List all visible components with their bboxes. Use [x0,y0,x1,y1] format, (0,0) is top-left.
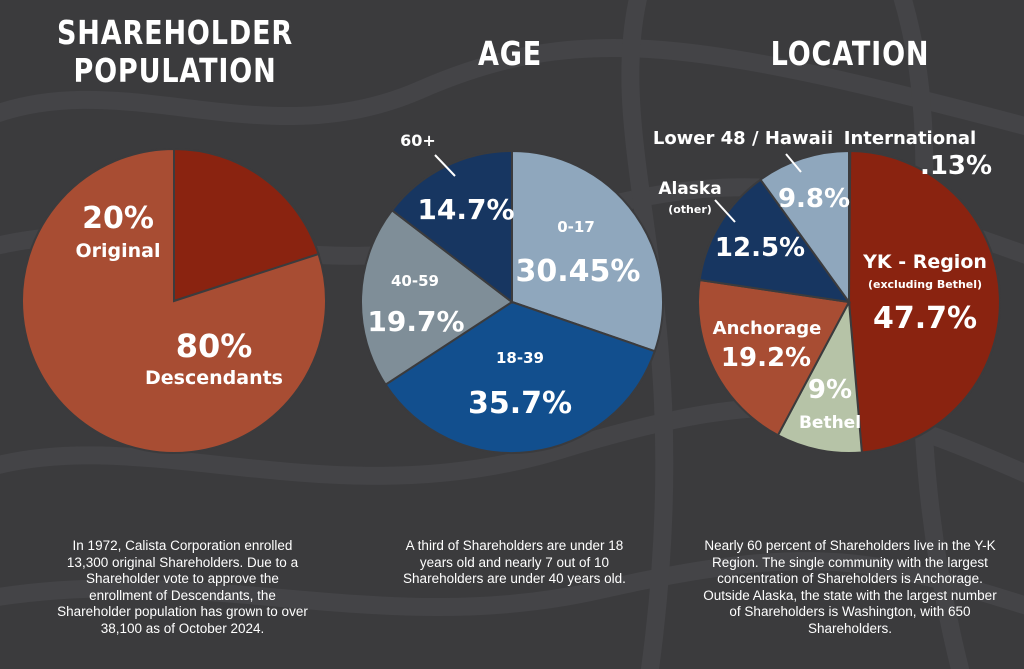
slice-18-39-label: 18-39 [496,349,544,367]
slice-alaska-callout [714,199,736,223]
population-title-line2: POPULATION [73,51,277,90]
slice-yk-label: YK - Region [862,251,987,273]
slice-descendants-label: Descendants [145,367,283,389]
slice-bethel-value: 9% [808,375,852,405]
age-labels: 0-17 30.45% 18-39 35.7% 40-59 19.7% 14.7… [367,131,640,421]
slice-international-value: .13% [920,151,992,181]
population-caption: In 1972, Calista Corporation enrolled 13… [57,538,308,636]
location-title: LOCATION [770,34,930,73]
location-slice-alaska [698,178,852,304]
location-slice-lower-48-hawaii [759,149,850,306]
slice-60plus-callout [434,154,456,177]
age-title: AGE [477,34,543,73]
population-title: SHAREHOLDER POPULATION [56,14,294,90]
slice-lower48-value: 9.8% [778,184,850,214]
slice-alaska-sublabel: (other) [668,203,712,216]
age-caption: A third of Shareholders are under 18 yea… [403,538,626,586]
population-pie [21,147,327,454]
slice-40-59-value: 19.7% [367,305,464,338]
location-slice-anchorage [697,278,851,437]
slice-alaska-label: Alaska [658,179,721,199]
age-slice-0-17 [511,149,665,353]
slice-alaska-value: 12.5% [715,233,805,263]
slice-60plus-label: 60+ [400,131,436,150]
slice-lower48-label: Lower 48 / Hawaii [653,128,833,149]
age-slice-18-39 [384,300,657,454]
slice-descendants-value: 80% [176,327,253,365]
slice-lower48-callout [785,153,802,173]
age-pie [359,149,665,454]
slice-yk-value: 47.7% [873,301,977,336]
slice-40-59-label: 40-59 [391,272,439,290]
slice-0-17-label: 0-17 [557,218,595,236]
location-caption: Nearly 60 percent of Shareholders live i… [703,538,997,636]
location-pie [697,149,1001,454]
population-labels: 20% Original 80% Descendants [75,201,283,389]
population-title-line1: SHAREHOLDER [56,13,294,52]
age-slice-40-59 [359,208,514,386]
slice-anchorage-label: Anchorage [713,318,822,339]
slice-bethel-label: Bethel [799,413,861,433]
slice-0-17-value: 30.45% [516,254,641,289]
slice-international-label: International [844,128,976,149]
location-slice-bethel [776,298,863,454]
slice-original-label: Original [75,240,160,262]
slice-18-39-value: 35.7% [468,386,572,421]
population-slice-descendants [21,147,327,454]
slice-60plus-value: 14.7% [417,193,514,226]
location-labels: International .13% Lower 48 / Hawaii 9.8… [653,128,992,433]
location-slice-yk-region [847,149,1001,454]
population-slice-original [173,147,320,303]
slice-original-value: 20% [82,201,154,236]
slice-anchorage-value: 19.2% [721,343,811,373]
slice-yk-sublabel: (excluding Bethel) [868,278,982,291]
